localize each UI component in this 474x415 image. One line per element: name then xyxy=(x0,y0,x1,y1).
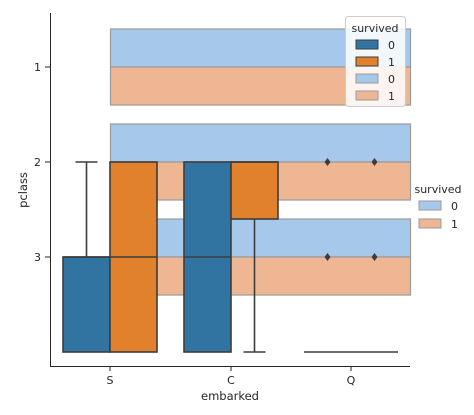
y-tick-label-1: 1 xyxy=(34,61,41,74)
legend-right-label-1: 1 xyxy=(451,218,458,231)
legend-right-title: survived xyxy=(414,183,461,196)
horizontal-box-pclass2-survived-0 xyxy=(109,123,412,163)
box-C-survived-1 xyxy=(230,161,279,220)
x-tick-label-Q: Q xyxy=(347,374,356,387)
legend-right: survived 0 1 xyxy=(414,183,461,231)
legend-top-right-label-1: 1 xyxy=(388,56,395,69)
legend-top-right-label-0: 0 xyxy=(388,39,395,52)
legend-top-right: survived 0 1 0 1 xyxy=(345,16,406,107)
x-tick-label-C: C xyxy=(227,374,235,387)
legend-right-label-0: 0 xyxy=(451,200,458,213)
x-axis-label: embarked xyxy=(201,389,259,403)
legend-top-right-swatch-2 xyxy=(355,73,379,84)
ticks: 1 2 3 S C Q xyxy=(34,61,356,387)
y-tick-label-3: 3 xyxy=(34,251,41,264)
vertical-box-layer xyxy=(62,158,398,353)
legend-top-right-label-3: 1 xyxy=(388,90,395,103)
legend-right-swatch-1 xyxy=(418,218,442,229)
legend-top-right-label-2: 0 xyxy=(388,73,395,86)
flier-Q-survived-1-2 xyxy=(371,158,378,166)
flier-Q-survived-1-3 xyxy=(371,253,378,261)
legend-right-swatch-0 xyxy=(418,200,442,211)
legend-top-right-title: survived xyxy=(351,22,398,35)
legend-top-right-swatch-0 xyxy=(355,39,379,50)
y-axis-label: pclass xyxy=(16,172,30,208)
box-S-survived-0 xyxy=(62,256,111,353)
legend-top-right-swatch-1 xyxy=(355,56,379,67)
legend-top-right-swatch-3 xyxy=(355,90,379,101)
flier-Q-survived-0-2 xyxy=(324,158,331,166)
flier-Q-survived-0-3 xyxy=(324,253,331,261)
x-tick-label-S: S xyxy=(107,374,114,387)
y-tick-label-2: 2 xyxy=(34,156,41,169)
